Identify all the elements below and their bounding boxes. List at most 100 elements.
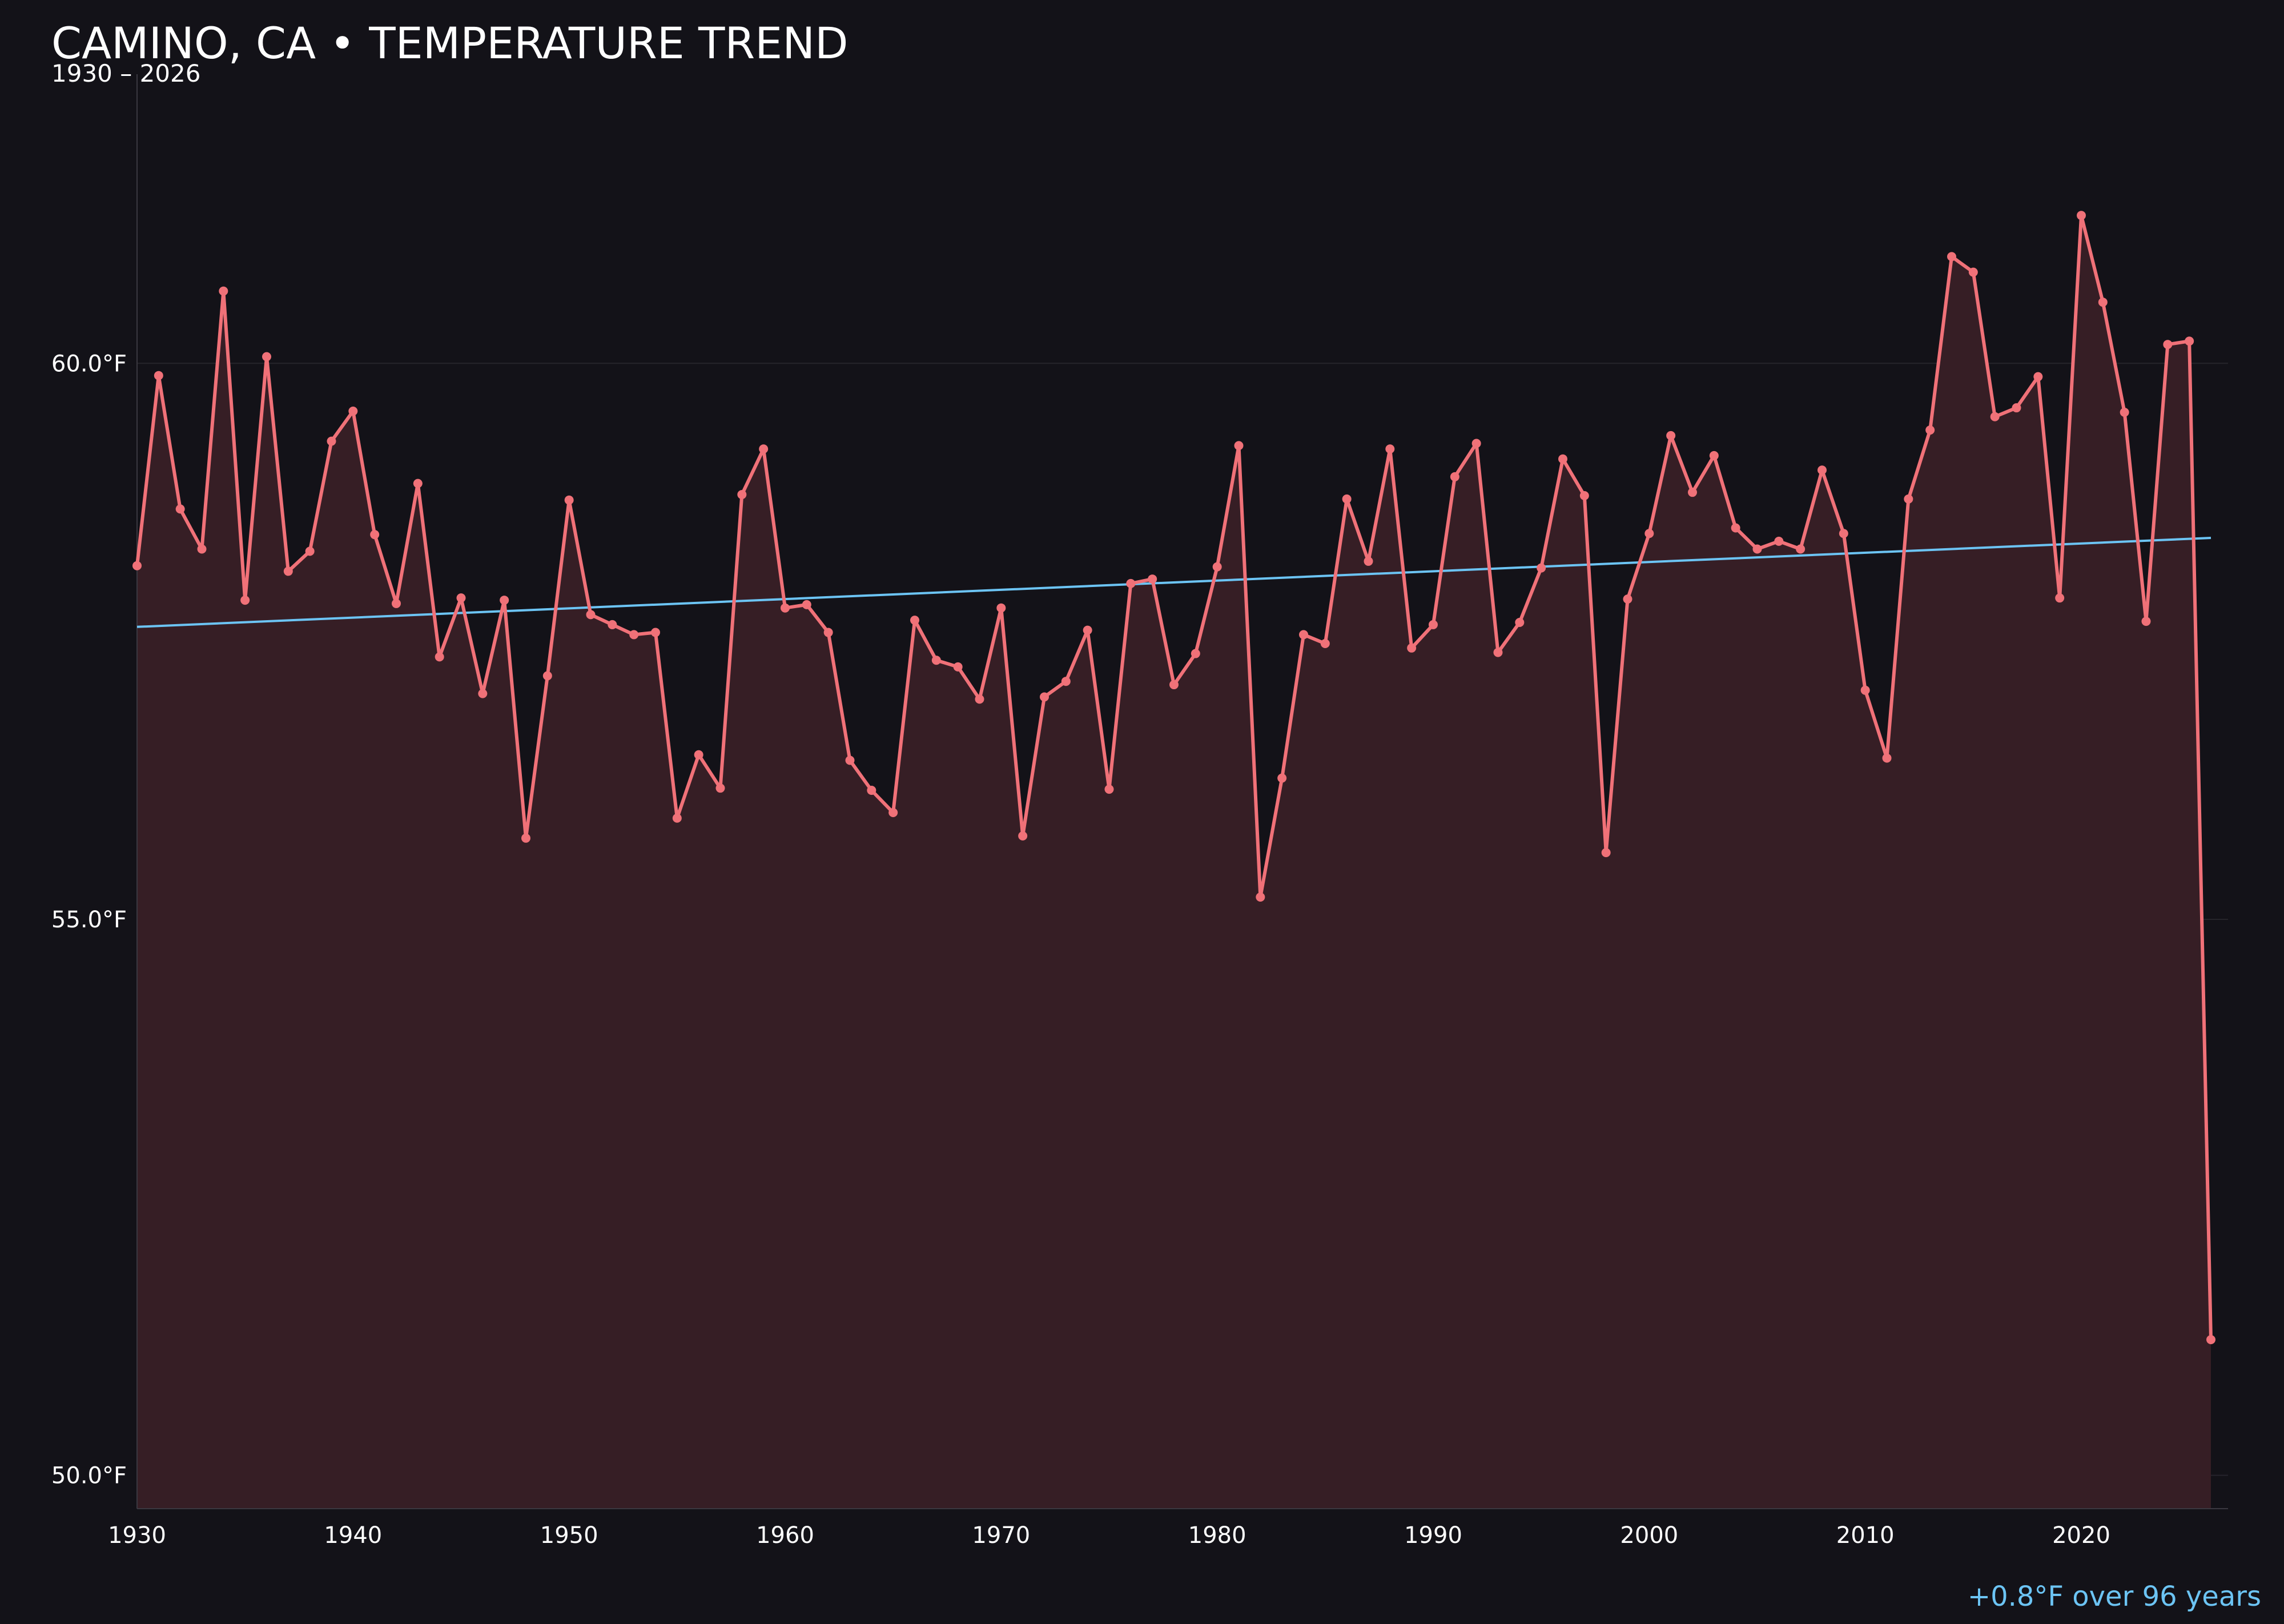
data-point: [521, 833, 530, 843]
data-point: [500, 596, 509, 605]
x-tick-label: 1940: [324, 1522, 382, 1549]
data-point: [435, 652, 444, 662]
data-point: [1839, 529, 1848, 538]
data-point: [586, 610, 596, 620]
x-tick-labels: 1930 1940 1950 1960 1970 1980 1990 2000 2010 2020: [108, 1522, 2110, 1549]
data-point: [413, 479, 423, 488]
data-point: [283, 566, 293, 576]
data-point: [1407, 643, 1417, 653]
data-point: [953, 662, 963, 672]
data-points: [132, 211, 2215, 1345]
data-point: [1579, 491, 1589, 501]
x-tick-label: 2020: [2052, 1522, 2110, 1549]
data-point: [1277, 773, 1287, 783]
data-point: [2206, 1335, 2215, 1345]
data-point: [219, 286, 228, 296]
data-point: [1817, 465, 1827, 475]
data-point: [1882, 753, 1892, 763]
data-point: [348, 407, 358, 416]
data-point: [1169, 680, 1179, 690]
data-point: [197, 544, 207, 554]
data-point: [1709, 451, 1719, 460]
data-point: [737, 490, 747, 500]
data-point: [1515, 618, 1525, 628]
data-point: [1925, 425, 1935, 435]
data-point: [2098, 298, 2108, 307]
data-point: [327, 436, 336, 446]
data-point: [1126, 578, 1136, 588]
trend-annotation: +0.8°F over 96 years: [1967, 1581, 2261, 1613]
y-tick-label: 60.0°F: [51, 351, 127, 377]
data-point: [1904, 494, 1913, 504]
data-point: [1860, 685, 1870, 695]
data-point: [154, 371, 163, 380]
data-point: [1256, 892, 1265, 902]
x-tick-label: 1990: [1404, 1522, 1462, 1549]
data-point: [542, 671, 552, 681]
y-tick-label: 50.0°F: [51, 1463, 127, 1489]
x-tick-label: 1960: [756, 1522, 814, 1549]
x-tick-label: 1970: [972, 1522, 1030, 1549]
data-point: [1212, 562, 1222, 572]
linear-trend: [136, 537, 2211, 628]
data-point: [651, 628, 660, 637]
data-point: [1320, 639, 1330, 649]
data-point: [2077, 211, 2086, 220]
data-point: [1688, 488, 1697, 497]
data-point: [1385, 444, 1395, 454]
data-point: [1537, 563, 1546, 573]
data-point: [1601, 848, 1611, 858]
data-point: [1234, 441, 1244, 451]
data-point: [2055, 593, 2065, 603]
data-point: [1450, 472, 1459, 481]
x-tick-label: 2010: [1836, 1522, 1895, 1549]
data-point: [1752, 544, 1762, 554]
data-point: [2185, 336, 2194, 346]
data-point: [996, 603, 1006, 613]
chart-subtitle: 1930 – 2026: [51, 59, 201, 87]
data-point: [672, 813, 682, 823]
data-point: [845, 755, 855, 765]
x-tick-label: 2000: [1620, 1522, 1678, 1549]
data-point: [975, 694, 984, 704]
data-point: [608, 620, 617, 629]
data-point: [1083, 625, 1092, 635]
data-point: [1342, 494, 1352, 504]
data-point: [305, 546, 315, 556]
data-point: [1666, 431, 1676, 440]
x-tick-label: 1980: [1188, 1522, 1246, 1549]
data-point: [1968, 267, 1978, 277]
data-point: [1104, 785, 1114, 794]
data-point: [1429, 620, 1438, 629]
data-point: [802, 600, 811, 609]
data-point: [175, 504, 185, 514]
data-point: [1299, 630, 1308, 640]
data-point: [2033, 372, 2043, 381]
data-point: [1061, 677, 1071, 686]
data-point: [1796, 544, 1806, 554]
data-point: [564, 495, 574, 505]
data-point: [888, 807, 898, 817]
axes: [136, 74, 2228, 1509]
data-point: [370, 530, 380, 540]
data-point: [1774, 536, 1784, 546]
data-point: [1644, 529, 1654, 538]
data-point: [931, 656, 941, 665]
data-point: [1947, 252, 1956, 262]
data-point: [1471, 439, 1481, 448]
data-point: [2120, 407, 2129, 417]
data-point: [781, 603, 790, 613]
data-point: [1018, 831, 1028, 841]
data-point: [2012, 403, 2021, 413]
data-point: [715, 783, 725, 793]
data-point: [456, 593, 466, 603]
data-point: [759, 444, 769, 454]
data-point: [1191, 649, 1200, 658]
data-point: [240, 596, 250, 605]
area-fill: [137, 215, 2211, 1509]
trend-line: [136, 537, 2211, 628]
data-point: [132, 561, 142, 570]
data-point: [2163, 340, 2173, 349]
data-point: [1493, 648, 1503, 657]
data-point: [1623, 594, 1632, 604]
